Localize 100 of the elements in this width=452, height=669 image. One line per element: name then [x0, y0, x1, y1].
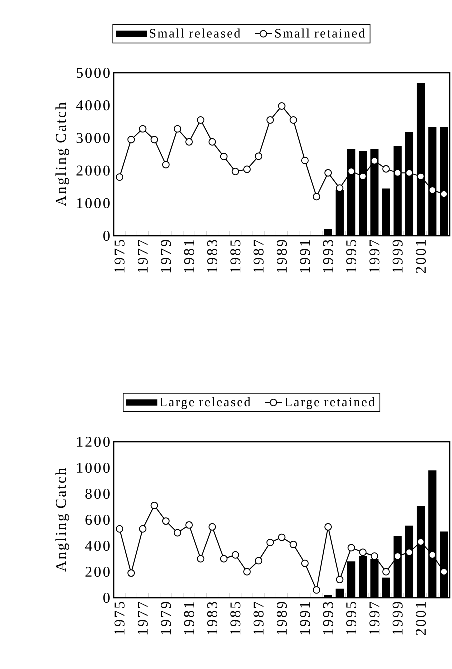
point	[139, 525, 147, 533]
legend-label: Large released	[160, 397, 251, 410]
x-tick-label: 1985	[230, 602, 241, 635]
point	[232, 551, 240, 559]
point	[162, 161, 170, 169]
point	[428, 186, 436, 194]
x-tick-label: 1985	[230, 240, 241, 273]
point	[359, 548, 367, 556]
point	[370, 157, 378, 165]
point	[440, 568, 448, 576]
point	[128, 136, 136, 144]
point	[116, 174, 124, 182]
point	[255, 152, 263, 160]
y-tick-label: 3000	[76, 133, 110, 144]
point	[266, 116, 274, 124]
point	[186, 138, 194, 146]
x-tick-label: 1977	[138, 602, 148, 635]
point	[313, 193, 320, 201]
point	[162, 518, 170, 526]
point	[174, 529, 182, 537]
point	[232, 168, 240, 176]
point	[301, 156, 309, 164]
x-tick-label: 1987	[254, 240, 264, 273]
point	[394, 169, 402, 177]
x-tick-label: 2001	[416, 602, 426, 636]
y-tick-label: 4000	[76, 100, 110, 111]
point	[220, 555, 228, 563]
y-tick-label: 400	[85, 540, 110, 552]
point	[313, 586, 320, 594]
point	[197, 116, 205, 124]
legend-label: Small retained	[275, 28, 366, 38]
x-tick-label: 1999	[392, 602, 403, 635]
point	[301, 560, 309, 568]
x-tick-label: 1981	[184, 602, 194, 635]
point	[359, 172, 367, 180]
y-tick-label: 2000	[76, 166, 110, 176]
point	[244, 568, 251, 576]
x-tick-label: 1989	[276, 240, 288, 273]
point	[186, 521, 194, 529]
x-tick-label: 1993	[323, 602, 334, 635]
point	[336, 576, 344, 584]
y-tick-label: 0	[104, 230, 110, 242]
point	[370, 552, 378, 560]
point	[382, 165, 390, 173]
point	[150, 502, 158, 510]
point	[244, 166, 251, 174]
legend-label: Small released	[150, 28, 240, 38]
point	[255, 557, 263, 565]
y-tick-label: 5000	[76, 68, 110, 78]
y-axis-title: Angling Catch	[56, 102, 70, 206]
y-tick-label: 800	[86, 488, 110, 500]
point	[278, 102, 286, 110]
point	[197, 555, 205, 563]
point	[278, 534, 286, 542]
x-tick-label: 1997	[370, 240, 380, 273]
point	[440, 190, 448, 198]
x-tick-label: 1991	[300, 240, 310, 273]
legend-label: Large retained	[285, 397, 375, 410]
point	[382, 568, 390, 576]
x-tick-label: 1991	[300, 602, 310, 635]
point	[417, 172, 425, 180]
point	[348, 544, 356, 552]
x-tick-label: 1975	[114, 240, 125, 273]
y-tick-label: 1000	[77, 462, 110, 474]
point	[139, 125, 147, 133]
x-tick-label: 1989	[276, 602, 288, 635]
point	[324, 169, 332, 177]
point	[128, 570, 136, 578]
point	[290, 540, 298, 548]
x-tick-label: 1995	[346, 240, 357, 273]
point	[336, 184, 344, 192]
point	[208, 138, 216, 146]
x-tick-label: 1995	[346, 602, 357, 635]
point	[220, 153, 228, 161]
x-tick-label: 1979	[161, 602, 172, 635]
x-tick-label: 1975	[114, 602, 125, 635]
point	[208, 523, 216, 531]
x-tick-label: 1979	[161, 240, 172, 273]
point	[324, 523, 332, 531]
point	[116, 525, 124, 533]
point	[428, 551, 436, 559]
x-tick-label: 1993	[323, 240, 334, 273]
point	[174, 125, 182, 133]
y-axis-title: Angling Catch	[56, 468, 70, 572]
point	[394, 552, 402, 560]
y-tick-label: 1000	[77, 198, 110, 208]
x-tick-label: 1983	[207, 240, 218, 273]
y-tick-label: 0	[104, 592, 110, 604]
point	[266, 539, 274, 546]
x-tick-label: 1983	[207, 602, 218, 635]
y-tick-label: 1200	[77, 436, 110, 448]
x-tick-label: 1977	[138, 240, 148, 273]
point	[406, 548, 414, 556]
y-tick-label: 200	[86, 566, 110, 578]
x-tick-label: 1997	[370, 602, 380, 635]
x-tick-label: 1999	[392, 240, 403, 273]
point	[150, 136, 158, 144]
x-tick-label: 1987	[254, 602, 264, 635]
point	[406, 169, 414, 177]
point	[290, 116, 298, 124]
